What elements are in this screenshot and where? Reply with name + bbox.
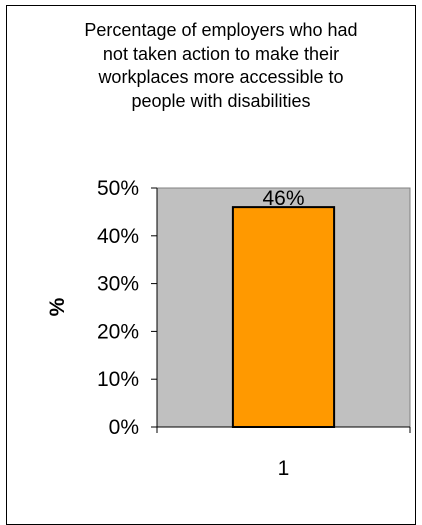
data-label: 46%: [262, 187, 304, 210]
chart-marks: 0% 10% 20% 30% 40% 50% 46% 1: [97, 177, 411, 480]
chart-title-line: Percentage of employers who had: [84, 20, 358, 40]
chart-title: Percentage of employers who had not take…: [20, 19, 422, 113]
y-tick-label: 20%: [97, 320, 139, 343]
y-tick-label: 0%: [109, 416, 139, 439]
bar: [231, 206, 336, 428]
x-tick-label: 1: [278, 457, 290, 480]
y-tick-label: 30%: [97, 273, 139, 296]
y-tick-label: 40%: [97, 225, 139, 248]
y-tick-label: 50%: [97, 177, 139, 200]
chart-title-line: workplaces more accessible to: [98, 67, 344, 87]
chart-title-line: people with disabilities: [131, 90, 311, 111]
y-tick-label: 10%: [97, 368, 139, 391]
bar-chart: 0% 10% 20% 30% 40% 50% 46% 1 %: [46, 177, 411, 480]
chart-title-line: not taken action to make their: [102, 43, 340, 64]
y-axis-title: %: [46, 297, 69, 316]
